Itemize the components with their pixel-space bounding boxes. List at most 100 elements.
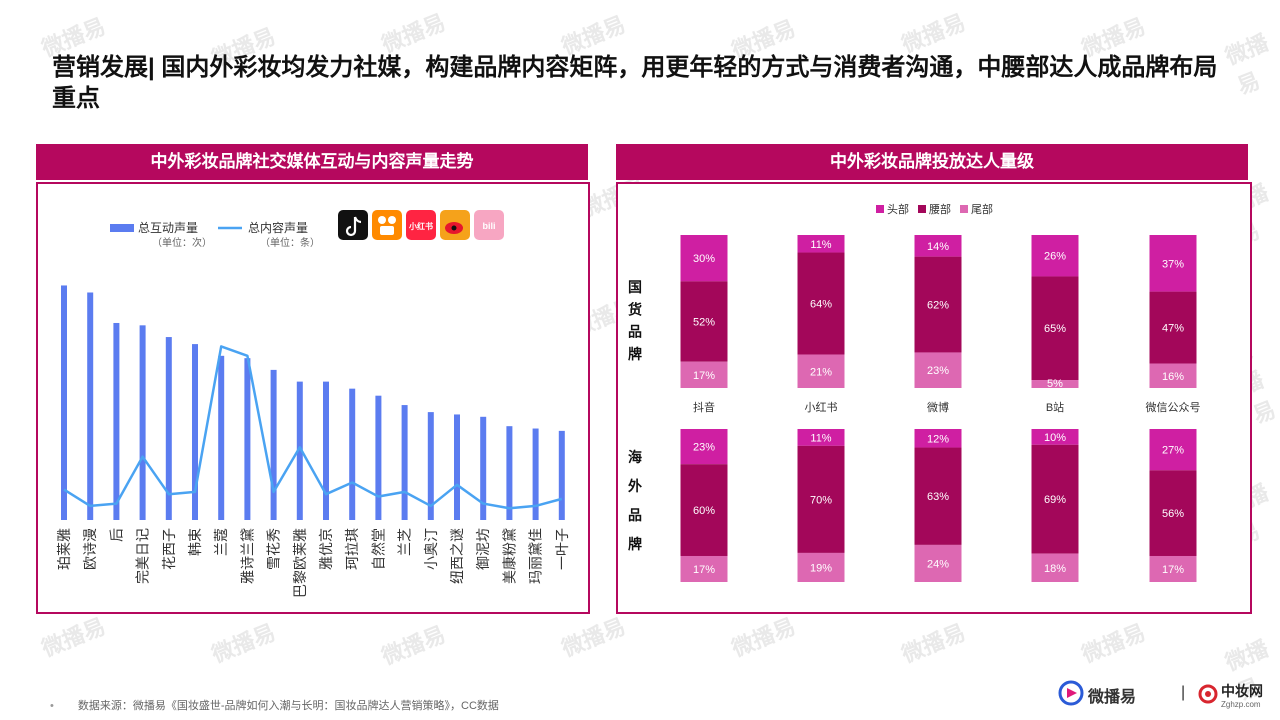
bar-interaction	[113, 322, 120, 520]
watermark-text: 微播易	[898, 619, 969, 668]
stack-segment-tail	[797, 552, 845, 582]
x-tick-label: 巴黎欧莱雅	[292, 528, 308, 598]
x-tick-label: 美康粉黛	[501, 528, 517, 584]
legend-label-tail: 尾部	[971, 202, 993, 216]
segment-value-label: 10%	[1044, 432, 1066, 444]
weiboyi-logo-text: 微播易	[1088, 689, 1137, 706]
x-tick-label: 完美日记	[135, 528, 151, 584]
stack-segment-waist	[914, 447, 962, 545]
legend-unit-content: （单位：条）	[260, 236, 320, 249]
stack-segment-waist	[797, 252, 845, 355]
stack-segment-head	[914, 235, 962, 257]
segment-value-label: 11%	[810, 432, 831, 444]
source-text: 数据来源：微播易《国妆盛世-品牌如何入潮与长明：国妆品牌达人营销策略》，CC数据	[77, 700, 499, 712]
stack-segment-head	[1031, 235, 1079, 277]
platform-label: 微信公众号	[1146, 400, 1201, 414]
bar-interaction	[270, 369, 277, 520]
segment-value-label: 17%	[1162, 564, 1184, 576]
x-tick-label: 御泥坊	[475, 528, 491, 570]
x-tick-label: 一叶子	[554, 528, 570, 570]
bar-interaction	[532, 428, 539, 520]
kuaishou-glyph-c	[380, 226, 394, 235]
bar-interaction	[323, 381, 329, 520]
stack-segment-head	[797, 429, 845, 446]
zhongzhuang-logo-name: 中妆网	[1221, 683, 1263, 699]
bar-interaction	[192, 344, 198, 520]
segment-value-label: 47%	[1162, 323, 1184, 335]
segment-value-label: 24%	[927, 558, 949, 570]
platform-icons: 小红书 bili	[338, 210, 504, 240]
stack-segment-head	[680, 429, 728, 465]
bar-interaction	[454, 414, 460, 520]
watermark-text: 微播易	[728, 613, 799, 662]
bar-interaction	[139, 325, 146, 520]
bar-interaction	[244, 358, 251, 520]
bar-interaction	[506, 426, 513, 520]
stack-segment-waist	[797, 445, 845, 553]
page-title: 营销发展| 国内外彩妆均发力社媒，构建品牌内容矩阵，用更年轻的方式与消费者沟通，…	[52, 54, 1218, 112]
legend-label-waist: 腰部	[929, 202, 951, 216]
segment-value-label: 23%	[927, 365, 949, 377]
segment-value-label: 63%	[927, 491, 949, 503]
segment-value-label: 56%	[1162, 508, 1184, 520]
stack-segment-tail	[914, 544, 962, 582]
stack-segment-tail	[1031, 553, 1079, 582]
legend-swatch-tail	[960, 205, 968, 213]
stack-segment-waist	[680, 464, 728, 556]
platform-label: 微博	[927, 400, 949, 414]
x-tick-label: 珂拉琪	[344, 528, 360, 570]
watermark-text: 微播易	[38, 613, 109, 662]
segment-value-label: 21%	[810, 366, 832, 378]
bilibili-icon-text: bili	[483, 221, 496, 231]
group-label-char: 外	[628, 478, 642, 494]
bilibili-icon	[474, 210, 504, 240]
x-tick-label: 后	[108, 528, 124, 542]
x-tick-label: 欧诗漫	[82, 528, 98, 570]
segment-value-label: 65%	[1044, 323, 1066, 335]
watermark-text: 微播易	[1078, 619, 1149, 668]
x-tick-label: 兰蔻	[213, 528, 229, 556]
watermark-text: 微播易	[208, 619, 279, 668]
x-tick-label: 雅优京	[318, 528, 334, 570]
source-bullet: •	[50, 700, 54, 712]
stack-segment-waist	[1031, 444, 1079, 554]
legend-label-head: 头部	[887, 202, 909, 216]
bar-interaction	[401, 405, 408, 520]
bar-interaction	[87, 292, 94, 520]
group-label-char: 品	[628, 324, 642, 340]
chart-legend: 总互动声量 （单位：次） 总内容声量 （单位：条）	[110, 220, 320, 249]
segment-value-label: 23%	[693, 442, 715, 454]
kuaishou-glyph-b	[388, 216, 396, 224]
stack-segment-tail	[797, 354, 845, 388]
bar-interaction	[558, 430, 565, 520]
kuaishou-icon	[372, 210, 402, 240]
x-tick-label: 玛丽黛佳	[528, 528, 544, 584]
segment-value-label: 17%	[693, 564, 715, 576]
segment-value-label: 19%	[810, 562, 832, 574]
group-label-char: 牌	[628, 346, 642, 362]
platform-label: 抖音	[693, 400, 715, 414]
tier-legend: 头部 腰部 尾部	[876, 202, 993, 216]
segment-value-label: 60%	[693, 505, 715, 517]
segment-value-label: 26%	[1044, 251, 1066, 263]
legend-swatch-head	[876, 205, 884, 213]
group-label-char: 海	[628, 449, 642, 465]
segment-value-label: 11%	[810, 239, 831, 251]
zhongzhuang-logo-text: 中妆网 Zghzp.com	[1221, 684, 1263, 712]
weiboyi-logo-icon	[1058, 680, 1084, 706]
douyin-icon	[338, 210, 368, 240]
legend-swatch-waist	[918, 205, 926, 213]
kuaishou-glyph-a	[378, 216, 386, 224]
stack-segment-tail	[914, 352, 962, 388]
source-note: • 数据来源：微播易《国妆盛世-品牌如何入潮与长明：国妆品牌达人营销策略》，CC数…	[50, 697, 499, 713]
bar-interaction	[165, 337, 172, 520]
bar-interaction	[218, 355, 225, 520]
zhongzhuang-logo-url: Zghzp.com	[1221, 700, 1261, 709]
segment-value-label: 18%	[1044, 563, 1066, 575]
group-label-char: 牌	[628, 536, 642, 552]
x-tick-label: 纽西之谜	[449, 528, 465, 584]
legend-label-content: 总内容声量	[248, 220, 308, 235]
x-tick-label: 小奥汀	[423, 528, 439, 570]
bar-interaction	[480, 416, 487, 520]
xiaohongshu-icon-text: 小红书	[408, 221, 433, 231]
